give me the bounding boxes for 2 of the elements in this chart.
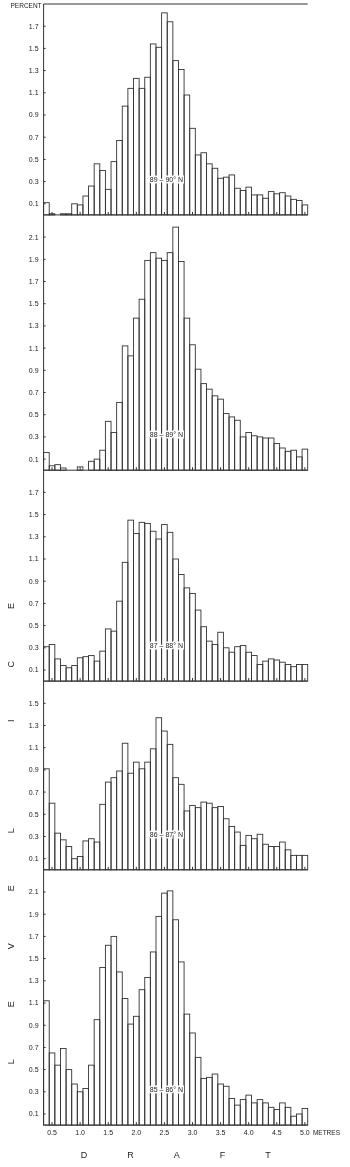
x-axis-title: DRAFT [80, 1150, 311, 1161]
y-axis-title: LEVEL ICE [6, 551, 16, 1065]
